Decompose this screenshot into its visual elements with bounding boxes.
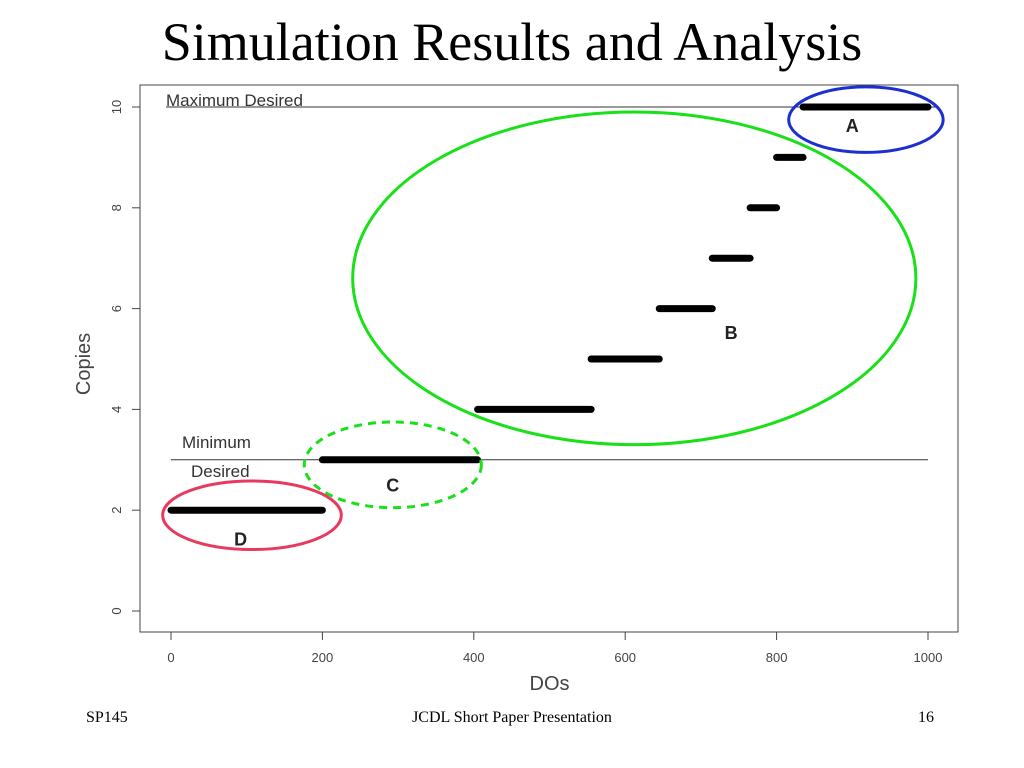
minimum-desired-label-line2: Desired	[191, 462, 250, 481]
region-a-ellipse	[787, 85, 945, 154]
x-tick-label: 1000	[914, 650, 943, 665]
x-tick-label: 800	[766, 650, 788, 665]
footer-left-code: SP145	[86, 709, 128, 726]
region-d-ellipse	[161, 479, 343, 552]
region-a-label: A	[846, 116, 859, 136]
x-tick-label: 0	[167, 650, 174, 665]
y-tick-label: 2	[109, 507, 124, 514]
minimum-desired-label-line1: Minimum	[182, 433, 251, 452]
maximum-desired-label: Maximum Desired	[166, 91, 303, 110]
slide-title: Simulation Results and Analysis	[161, 12, 863, 72]
footer-page-number: 16	[918, 709, 934, 726]
region-b-label: B	[725, 323, 738, 343]
region-d-label: D	[234, 529, 247, 549]
region-b-ellipse	[351, 110, 918, 447]
region-c-label: C	[386, 476, 399, 496]
region-c-ellipse	[302, 420, 483, 510]
y-tick-label: 8	[109, 204, 124, 211]
x-axis-label: DOs	[530, 673, 570, 695]
y-tick-label: 0	[109, 607, 124, 614]
x-tick-label: 200	[312, 650, 334, 665]
y-tick-label: 6	[109, 305, 124, 312]
x-tick-label: 600	[614, 650, 636, 665]
chart: 0 200 400 600 800 1000 0 2 4 6 8 10 DOs Copies Maximum…	[73, 84, 959, 695]
x-tick-label: 400	[463, 650, 485, 665]
y-tick-label: 10	[109, 100, 124, 114]
y-tick-label: 4	[109, 406, 124, 413]
y-axis-label: Copies	[73, 333, 95, 395]
footer-presentation-name: JCDL Short Paper Presentation	[412, 709, 612, 726]
